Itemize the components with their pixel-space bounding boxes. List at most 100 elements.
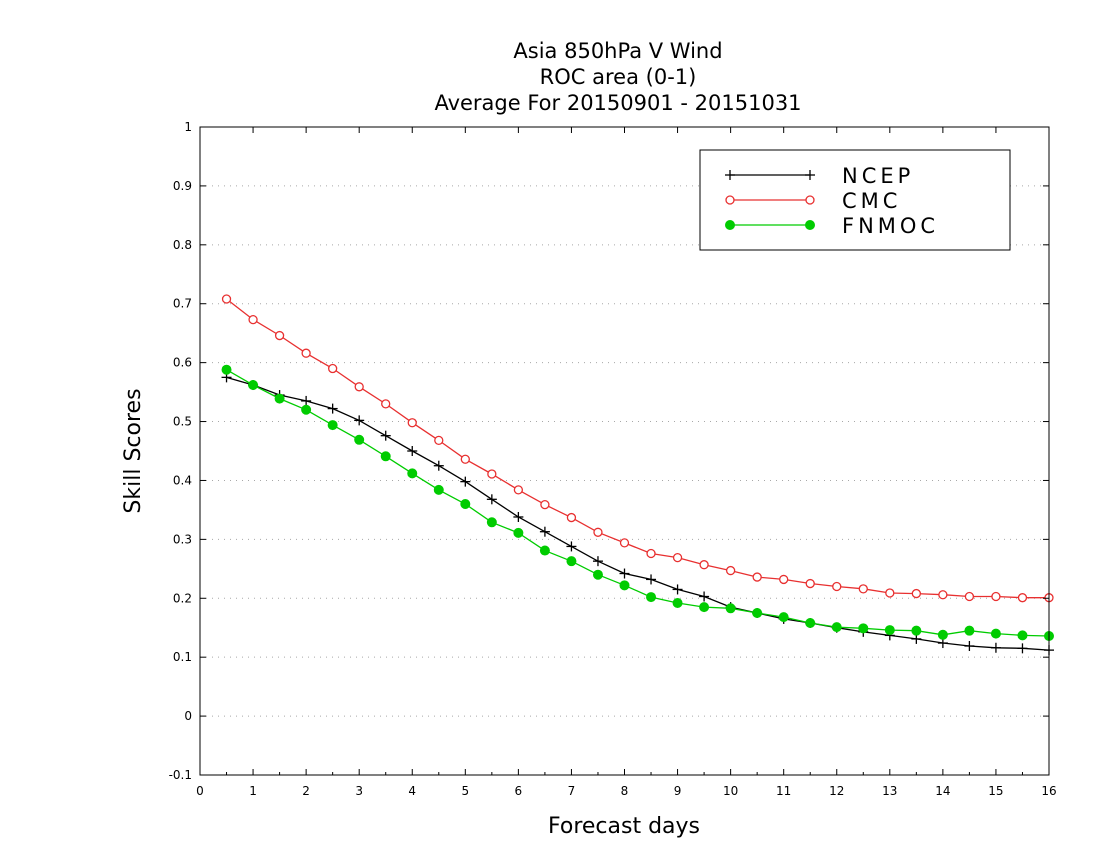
series-ncep-point — [301, 395, 312, 406]
series-cmc-point — [274, 330, 285, 341]
legend-marker — [725, 220, 735, 230]
chart-title-line-1: Asia 850hPa V Wind — [513, 39, 722, 63]
series-ncep-point — [646, 574, 657, 585]
grid — [200, 185, 1049, 717]
series-fnmoc-point — [1017, 630, 1028, 641]
series-cmc-point — [513, 485, 524, 495]
legend-item-ncep: NCEP — [725, 164, 914, 188]
series-cmc-point — [1017, 593, 1028, 603]
axis-ticks: -0.100.10.20.30.40.50.60.70.80.910 1 2 3 4 5 6… — [169, 120, 1057, 798]
x-tick-label: 5 — [461, 784, 469, 798]
series-cmc-point — [354, 382, 364, 392]
series-fnmoc-point — [646, 592, 657, 603]
series-cmc-point — [885, 588, 895, 598]
legend-marker — [725, 170, 735, 180]
series-cmc-point — [221, 294, 232, 304]
series-cmc-point — [646, 548, 656, 559]
series-ncep-point — [460, 476, 471, 487]
series-ncep-point — [619, 568, 630, 579]
series-ncep-point — [990, 642, 1001, 653]
series-fnmoc — [221, 364, 1054, 641]
series-cmc-point — [487, 469, 497, 479]
series-cmc-point — [619, 538, 630, 548]
series-fnmoc-point — [699, 602, 710, 613]
legend-label-fnmoc: FNMOC — [842, 214, 939, 238]
series-fnmoc-point — [327, 420, 338, 431]
series-fnmoc-point — [990, 628, 1001, 639]
series-cmc-point — [672, 552, 683, 563]
series-fnmoc-point — [937, 629, 948, 640]
series-cmc-point — [566, 512, 577, 523]
legend-item-cmc: CMC — [725, 189, 897, 213]
chart-title: Asia 850hPa V Wind ROC area (0-1) Averag… — [434, 39, 801, 115]
x-tick-label: 10 — [723, 784, 738, 798]
series-fnmoc-point — [831, 622, 842, 633]
series-fnmoc-point — [592, 569, 603, 580]
y-tick-label: 0.2 — [173, 591, 192, 605]
series-fnmoc-point — [964, 625, 975, 636]
series-ncep-point — [964, 640, 975, 651]
series-cmc-point — [779, 574, 789, 585]
series-fnmoc-point — [433, 484, 444, 495]
y-tick-label: 0.3 — [173, 532, 192, 546]
series-fnmoc-point — [380, 451, 391, 462]
x-tick-label: 8 — [621, 784, 629, 798]
legend-marker — [805, 170, 815, 180]
y-tick-label: 0.6 — [173, 356, 192, 370]
y-tick-label: 0.8 — [173, 238, 192, 252]
series-fnmoc-point — [407, 468, 418, 479]
y-tick-label: -0.1 — [169, 768, 192, 782]
y-tick-label: 1 — [184, 120, 192, 134]
y-tick-label: 0 — [184, 709, 192, 723]
legend-marker — [725, 195, 735, 205]
legend-marker — [805, 195, 815, 205]
series-ncep-point — [486, 494, 497, 505]
series-ncep — [221, 372, 1054, 656]
y-tick-label: 0.5 — [173, 415, 192, 429]
x-tick-label: 7 — [568, 784, 576, 798]
x-tick-label: 13 — [882, 784, 897, 798]
series-ncep-point — [354, 415, 365, 426]
series-cmc-point — [328, 363, 338, 374]
x-tick-label: 1 — [249, 784, 257, 798]
series-fnmoc-point — [725, 603, 736, 614]
series-cmc-point — [805, 578, 815, 589]
chart-title-line-2: ROC area (0-1) — [540, 65, 697, 89]
x-tick-label: 12 — [829, 784, 844, 798]
series-cmc-point — [540, 499, 550, 510]
series-cmc-point — [381, 399, 391, 409]
series-fnmoc-point — [486, 517, 497, 528]
y-tick-label: 0.9 — [173, 179, 192, 193]
x-tick-label: 11 — [776, 784, 791, 798]
series-ncep-point — [539, 526, 550, 537]
series-fnmoc-point — [911, 625, 922, 636]
y-tick-label: 0.4 — [173, 473, 192, 487]
series-cmc-point — [938, 590, 948, 600]
series-fnmoc-point — [672, 597, 683, 608]
series-ncep-point — [513, 511, 524, 522]
legend-label-ncep: NCEP — [842, 164, 914, 188]
series-fnmoc-point — [884, 625, 895, 636]
x-tick-label: 2 — [302, 784, 310, 798]
series-fnmoc-point — [566, 556, 577, 567]
series-cmc-point — [434, 435, 444, 446]
x-tick-label: 3 — [355, 784, 363, 798]
series-fnmoc-point — [513, 527, 524, 538]
series-fnmoc-line — [226, 369, 1050, 637]
series-ncep-point — [699, 591, 710, 602]
series-fnmoc-point — [805, 618, 816, 629]
legend-marker — [805, 220, 815, 230]
x-tick-label: 0 — [196, 784, 204, 798]
series-cmc-line — [226, 298, 1049, 599]
series-cmc-point — [460, 454, 470, 464]
series-cmc-point — [858, 584, 868, 594]
y-axis-title: Skill Scores — [121, 388, 146, 513]
y-tick-label: 0.7 — [173, 297, 192, 311]
series-cmc-point — [964, 591, 975, 602]
series-ncep-point — [407, 446, 418, 456]
series-cmc-point — [752, 572, 762, 582]
series-cmc-point — [832, 581, 842, 592]
series-ncep-point — [433, 460, 444, 471]
